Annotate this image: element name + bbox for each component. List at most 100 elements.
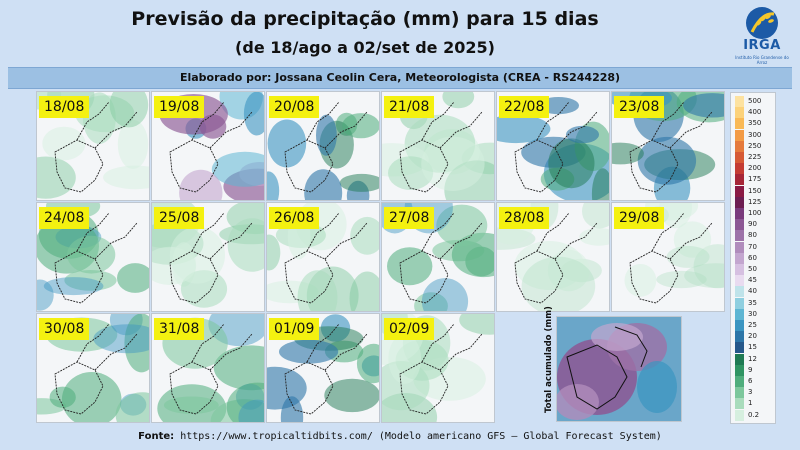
precipitation-map <box>157 314 264 422</box>
forecast-panel: 29/08 <box>611 202 725 312</box>
footer-label: Fonte: <box>138 431 175 442</box>
logo-caption: Instituto Rio Grandense do Arroz <box>735 55 789 65</box>
panel-date-label: 02/09 <box>384 318 435 340</box>
panel-date-label: 01/09 <box>269 318 320 340</box>
page-subtitle: (de 18/ago a 02/set de 2025) <box>235 38 495 57</box>
forecast-panel: 31/08 <box>151 313 265 423</box>
colorbar-label: 225 <box>748 153 762 161</box>
panel-date-label: 25/08 <box>154 207 205 229</box>
colorbar-label: 400 <box>748 108 762 117</box>
panel-date-label: 20/08 <box>269 96 320 118</box>
colorbar-swatch <box>735 118 744 130</box>
colorbar-label: 40 <box>748 287 757 296</box>
colorbar-swatch <box>735 353 744 365</box>
colorbar-label: 1 <box>748 399 753 408</box>
colorbar-swatch <box>735 376 744 387</box>
colorbar-swatch <box>735 107 744 119</box>
colorbar-label: 500 <box>748 97 762 105</box>
forecast-panel: 25/08 <box>151 202 265 312</box>
author-bar: Elaborado por: Jossana Ceolin Cera, Mete… <box>8 67 792 89</box>
forecast-panel: 23/08 <box>611 91 725 201</box>
precipitation-map <box>267 314 379 422</box>
panel-date-label: 19/08 <box>154 96 205 118</box>
colorbar-swatch <box>735 129 744 141</box>
logo-text: IRGA <box>743 38 781 53</box>
precipitation-map <box>267 101 379 200</box>
forecast-panel: 26/08 <box>266 202 380 312</box>
panel-date-label: 26/08 <box>269 207 320 229</box>
header: Previsão da precipitação (mm) para 15 di… <box>0 0 800 66</box>
rice-grain-icon <box>746 7 778 39</box>
page-title: Previsão da precipitação (mm) para 15 di… <box>131 8 599 30</box>
footer: Fonte: https://www.tropicaltidbits.com/ … <box>0 431 800 442</box>
colorbar-swatch <box>735 398 744 410</box>
accumulated-label-box: Total acumulado (mm) <box>541 306 555 420</box>
colorbar-swatch <box>735 219 744 231</box>
colorbar-swatch <box>735 364 744 376</box>
colorbar-label: 250 <box>748 141 762 150</box>
accumulated-label: Total acumulado (mm) <box>544 306 554 413</box>
colorbar-label: 6 <box>748 377 753 385</box>
colorbar-swatch <box>735 96 744 107</box>
colorbar-label: 70 <box>748 242 757 251</box>
colorbar-swatch <box>735 275 744 287</box>
colorbar-label: 25 <box>748 321 757 329</box>
colorbar-legend: 500 400 350 300 250 225 200 175 150 125 100 90 80 70 6… <box>730 92 776 424</box>
panel-date-label: 24/08 <box>39 207 90 229</box>
panel-date-label: 28/08 <box>499 207 550 229</box>
colorbar-label: 35 <box>748 298 757 307</box>
colorbar-label: 12 <box>748 354 757 363</box>
footer-source: https://www.tropicaltidbits.com/ (Modelo… <box>180 431 662 442</box>
colorbar-label: 9 <box>748 365 753 374</box>
colorbar-swatch <box>735 342 744 354</box>
forecast-panel: 22/08 <box>496 91 610 201</box>
colorbar-swatch <box>735 163 744 175</box>
colorbar-swatch <box>735 152 744 163</box>
colorbar-swatch <box>735 331 744 343</box>
forecast-panel: 20/08 <box>266 91 380 201</box>
forecast-panel: 27/08 <box>381 202 495 312</box>
panel-date-label: 21/08 <box>384 96 435 118</box>
colorbar-label: 45 <box>748 276 757 285</box>
colorbar-swatch <box>735 252 744 264</box>
colorbar-label: 100 <box>748 209 762 217</box>
accumulated-map <box>556 316 682 422</box>
colorbar-swatch <box>735 174 744 186</box>
panel-date-label: 18/08 <box>39 96 90 118</box>
colorbar-label: 300 <box>748 130 762 139</box>
colorbar-swatch <box>735 409 744 421</box>
panel-date-label: 29/08 <box>614 207 665 229</box>
precipitation-map <box>152 203 264 308</box>
panel-date-label: 30/08 <box>39 318 90 340</box>
colorbar-label: 50 <box>748 265 757 273</box>
panel-date-label: 31/08 <box>154 318 205 340</box>
colorbar-swatch <box>735 264 744 275</box>
precipitation-map <box>37 92 149 199</box>
colorbar-label: 90 <box>748 220 757 229</box>
colorbar-label: 0.2 <box>748 410 760 419</box>
colorbar-swatch <box>735 185 744 197</box>
colorbar-swatch <box>735 230 744 242</box>
irga-logo: IRGA Instituto Rio Grandense do Arroz <box>732 6 792 65</box>
colorbar-label: 30 <box>748 309 757 318</box>
colorbar-swatch <box>735 208 744 219</box>
panel-date-label: 23/08 <box>614 96 665 118</box>
forecast-panel: 18/08 <box>36 91 150 201</box>
colorbar-swatch <box>735 196 744 208</box>
colorbar-swatch <box>735 308 744 320</box>
colorbar-label: 80 <box>748 231 757 240</box>
colorbar-swatch <box>735 297 744 309</box>
forecast-panel: 01/09 <box>266 313 380 423</box>
colorbar-label: 20 <box>748 332 757 341</box>
forecast-panel: 19/08 <box>151 91 265 201</box>
precipitation-map <box>37 203 149 311</box>
forecast-panel: 28/08 <box>496 202 610 312</box>
colorbar-swatch <box>735 140 744 152</box>
colorbar-label: 150 <box>748 186 762 195</box>
colorbar-label: 200 <box>748 164 762 173</box>
forecast-panel: 30/08 <box>36 313 150 423</box>
colorbar-label: 175 <box>748 175 762 184</box>
colorbar-swatch <box>735 387 744 399</box>
panel-date-label: 22/08 <box>499 96 550 118</box>
forecast-panel: 24/08 <box>36 202 150 312</box>
